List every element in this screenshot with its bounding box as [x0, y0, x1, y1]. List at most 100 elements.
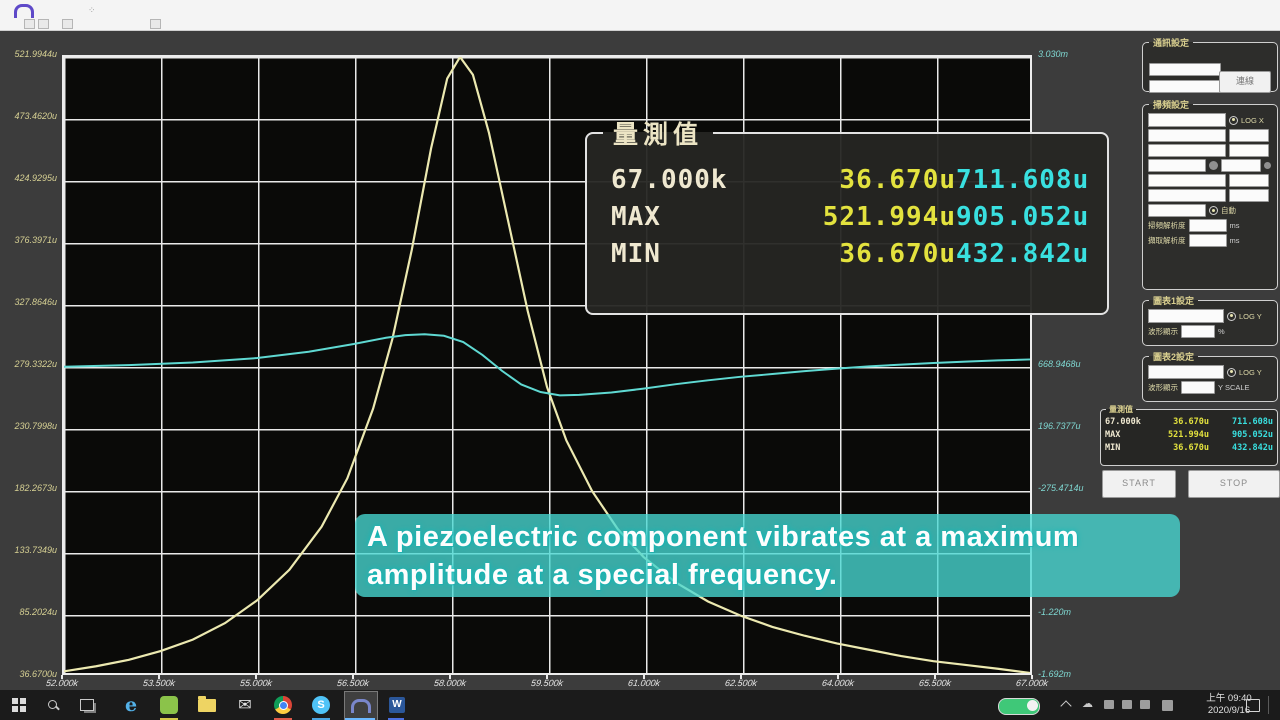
toolbar-icon-forward[interactable]	[38, 19, 49, 29]
sweep-points-input[interactable]	[1148, 159, 1206, 172]
line-app-taskbar-button[interactable]	[156, 693, 182, 717]
show-desktop-divider[interactable]	[1268, 696, 1269, 714]
sweep-extra-input[interactable]	[1148, 204, 1206, 217]
measurement-row: MIN 36.670u 432.842u	[611, 235, 1089, 272]
phase-curve	[64, 333, 1030, 397]
measurement-row: MIN 36.670u 432.842u	[1105, 441, 1273, 454]
chart1-scale-input[interactable]	[1181, 325, 1215, 338]
search-taskbar-button[interactable]	[40, 693, 66, 717]
res1-unit: ms	[1229, 221, 1240, 230]
xlab: 59.500k	[530, 678, 564, 688]
res2-unit: ms	[1229, 236, 1240, 245]
taskbar-clock[interactable]: 上午 09:40 2020/9/16	[1196, 693, 1262, 717]
mail-taskbar-button[interactable]: ✉	[232, 693, 258, 717]
start-button-taskbar[interactable]	[6, 693, 32, 717]
sweep-stop-input[interactable]	[1148, 144, 1226, 157]
ylab-right: 196.7377u	[1038, 421, 1081, 431]
file-explorer-taskbar-button[interactable]	[194, 693, 220, 717]
xlab: 58.000k	[433, 678, 467, 688]
chart2-panel-title: 圖表2設定	[1153, 352, 1195, 362]
connect-button[interactable]: 連線	[1219, 71, 1271, 93]
sweep-speed-input[interactable]	[1148, 189, 1226, 202]
xlab: 67.000k	[1015, 678, 1049, 688]
search-icon	[48, 700, 58, 710]
app-logo-icon	[14, 4, 34, 18]
chart2-log-y-radio[interactable]	[1227, 367, 1236, 377]
task-view-icon	[80, 699, 94, 711]
measurement-value-c3: 711.608u	[1232, 416, 1273, 427]
sweep-badge-icon	[1209, 161, 1218, 170]
toolbar-icon-save[interactable]	[62, 19, 73, 29]
network-tray-icon[interactable]	[1104, 700, 1114, 709]
ylab-left: 230.7998u	[14, 421, 57, 431]
measurement-value-c1: MAX	[611, 201, 661, 232]
sweep-mode-select[interactable]	[1148, 113, 1226, 127]
comm-port-input[interactable]	[1149, 63, 1221, 76]
mini-panel-title: 量測值	[1109, 405, 1133, 414]
res2-input[interactable]	[1188, 234, 1227, 247]
action-center-icon[interactable]	[1246, 699, 1260, 712]
tray-expand-icon[interactable]	[1060, 700, 1072, 712]
auto-label: 自動	[1221, 206, 1236, 215]
volume-tray-icon[interactable]	[1122, 700, 1132, 709]
chart1-item-select[interactable]	[1148, 309, 1224, 323]
ylab-left: 36.6700u	[19, 669, 57, 679]
clock-time: 上午 09:40	[1206, 693, 1252, 704]
ylab-left: 521.9944u	[14, 49, 57, 59]
ime-tray-icon[interactable]	[1140, 700, 1150, 709]
measurement-value-c3: 905.052u	[1232, 429, 1273, 440]
sweep-avg-unit-input[interactable]	[1229, 174, 1269, 187]
chart-curves	[64, 57, 1030, 673]
auto-radio[interactable]	[1209, 206, 1218, 215]
toolbar-icon-window[interactable]	[150, 19, 161, 29]
word-taskbar-button[interactable]: W	[384, 693, 410, 717]
file-explorer-icon	[198, 695, 216, 712]
xlab: 65.500k	[918, 678, 952, 688]
measurement-rows: 67.000k 36.670u 711.608u MAX 521.994u 905.052…	[587, 151, 1107, 272]
measurement-value-c2: 36.670u	[1173, 442, 1209, 453]
subtitle-caption: A piezoelectric component vibrates at a …	[355, 514, 1180, 597]
chart1-log-y-radio[interactable]	[1227, 311, 1236, 321]
sweep-speed-unit-input[interactable]	[1229, 189, 1269, 202]
edge-taskbar-button[interactable]: e	[118, 693, 144, 717]
sweep-start-input[interactable]	[1148, 129, 1226, 142]
res2-label: 擷取解析度	[1148, 236, 1186, 245]
capture-toggle[interactable]	[998, 698, 1040, 715]
chart1-unit-label: %	[1218, 327, 1225, 336]
active-app-icon	[351, 699, 371, 713]
sweep-voltage-input[interactable]	[1221, 159, 1261, 172]
sweep-settings-panel: 掃頻設定 LOG X	[1142, 98, 1278, 290]
active-app-taskbar-button[interactable]	[344, 691, 378, 720]
edge-icon: e	[124, 694, 138, 716]
titlebar-text: ⁘	[88, 5, 96, 15]
task-view-button[interactable]	[74, 693, 100, 717]
sweep-start-unit-input[interactable]	[1229, 129, 1269, 142]
word-icon: W	[389, 697, 405, 713]
ylab-right: 3.030m	[1038, 49, 1069, 59]
ylab-left: 279.3322u	[14, 359, 57, 369]
measurement-value-c2: 36.670u	[839, 164, 956, 195]
stop-button[interactable]: STOP	[1188, 470, 1280, 498]
chart2-scale-input[interactable]	[1181, 381, 1215, 394]
onedrive-tray-icon[interactable]: ☁	[1082, 698, 1093, 710]
chart2-item-select[interactable]	[1148, 365, 1224, 379]
comm-baud-input[interactable]	[1149, 80, 1221, 93]
chart2-log-y-label: LOG Y	[1239, 367, 1262, 377]
measurement-row: MAX 521.994u 905.052u	[611, 198, 1089, 235]
start-button[interactable]: START	[1102, 470, 1176, 498]
clock-date: 2020/9/16	[1207, 705, 1251, 716]
sweep-avg-input[interactable]	[1148, 174, 1226, 187]
res1-input[interactable]	[1188, 219, 1227, 232]
toolbar-icon-back[interactable]	[24, 19, 35, 29]
log-x-radio[interactable]	[1229, 115, 1238, 125]
xtick	[934, 675, 936, 679]
measurement-row: MAX 521.994u 905.052u	[1105, 428, 1273, 441]
chart2-row-label: 波形顯示	[1148, 383, 1178, 392]
skype-taskbar-button[interactable]: S	[308, 693, 334, 717]
xlab: 53.500k	[142, 678, 176, 688]
app-tray-icon[interactable]	[1162, 700, 1173, 711]
xlab: 62.500k	[724, 678, 758, 688]
chrome-taskbar-button[interactable]	[270, 693, 296, 717]
sweep-stop-unit-input[interactable]	[1229, 144, 1269, 157]
mail-icon: ✉	[238, 697, 252, 714]
